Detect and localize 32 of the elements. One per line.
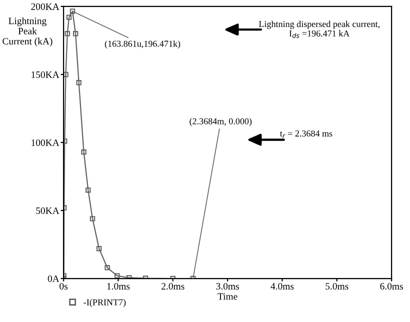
point (86, 188, 91, 193)
point (81, 149, 86, 155)
annotation: t$_{r}$ = 2.3684 ms (280, 130, 332, 138)
point (72, 31, 78, 36)
point (104, 265, 110, 270)
point (90, 216, 96, 222)
x-tick-label: 4.0ms (270, 282, 294, 290)
y-tick-label: 50KA (36, 207, 60, 214)
y-tick-label: 0A (48, 275, 60, 282)
annotation: (163.861u,196.471k) (104, 40, 180, 49)
x-tick-label: 3.0ms (216, 282, 239, 290)
x-tick-label: 6.0ms (380, 282, 403, 290)
point (64, 138, 68, 144)
annotation: (2.3684m, 0.000) (190, 118, 252, 126)
point (70, 8, 76, 14)
y-axis-title: Lightning Peak Current (kA) (2, 17, 52, 46)
y-tick-label: 150KA (32, 71, 60, 78)
point (76, 80, 82, 86)
point (96, 246, 102, 252)
x-axis-title: Time (218, 293, 238, 300)
y-tick-label: 100KA (32, 139, 60, 146)
x-tick-label: 5.0ms (326, 282, 348, 290)
point (66, 14, 72, 20)
point (64, 31, 70, 36)
x-tick-label: 0s (60, 282, 68, 290)
point (114, 273, 120, 278)
annotation: Lightning dispersed peak current, I$_{ds}$ =196.471 kA (258, 20, 380, 38)
y-tick-label: 200KA (31, 3, 60, 10)
point (64, 72, 68, 78)
x-tick-label: 2.0ms (162, 282, 184, 290)
legend-label: -I(PRINT7) (84, 298, 126, 308)
x-tick-label: 1.0ms (107, 282, 130, 290)
